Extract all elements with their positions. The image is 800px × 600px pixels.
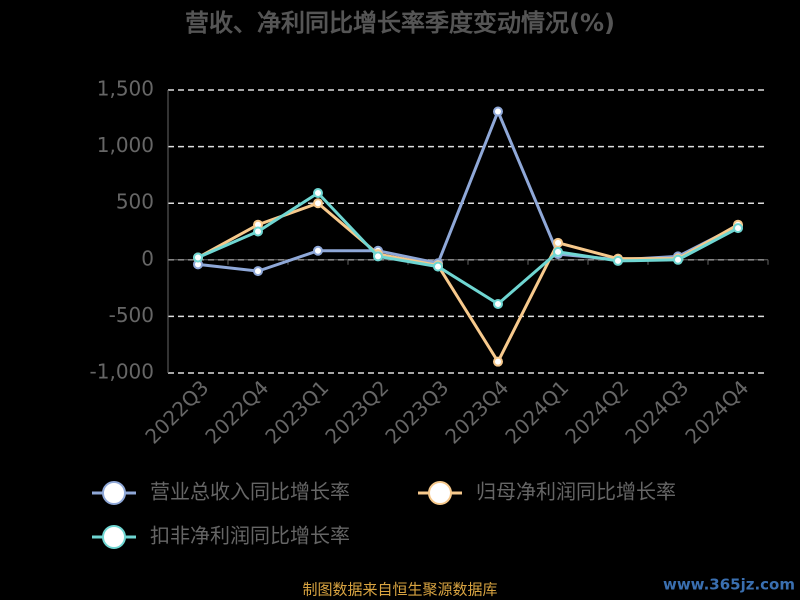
data-point (313, 198, 323, 209)
data-point (493, 106, 503, 117)
data-point (313, 188, 323, 199)
data-point (493, 356, 503, 367)
y-tick-label: 1,500 (97, 77, 154, 101)
y-tick-label: -500 (109, 303, 154, 327)
y-tick-label: 500 (116, 190, 154, 214)
y-tick-label: 0 (141, 246, 154, 270)
data-point (193, 252, 203, 263)
data-point (433, 261, 443, 272)
y-tick-label: -1,000 (90, 360, 154, 384)
legend-label: 营业总收入同比增长率 (150, 480, 350, 504)
legend-label: 扣非净利润同比增长率 (150, 524, 350, 548)
data-point (673, 254, 683, 265)
data-point (373, 251, 383, 262)
data-point (733, 223, 743, 234)
data-point (493, 298, 503, 309)
watermark: www.365jz.com (663, 576, 795, 594)
data-point (253, 266, 263, 277)
legend-marker (102, 481, 126, 505)
series-line (197, 191, 739, 306)
footer: 制图数据来自恒生聚源数据库 (302, 581, 497, 599)
data-point (553, 246, 563, 257)
y-tick-label: 1,000 (97, 133, 154, 157)
chart-title: 营收、净利同比增长率季度变动情况(%) (185, 9, 615, 37)
legend-label: 归母净利润同比增长率 (476, 480, 676, 504)
data-point (313, 245, 323, 256)
data-point (613, 255, 623, 266)
data-point (553, 237, 563, 248)
legend-marker (428, 481, 452, 505)
legend-marker (102, 525, 126, 549)
data-point (253, 226, 263, 237)
